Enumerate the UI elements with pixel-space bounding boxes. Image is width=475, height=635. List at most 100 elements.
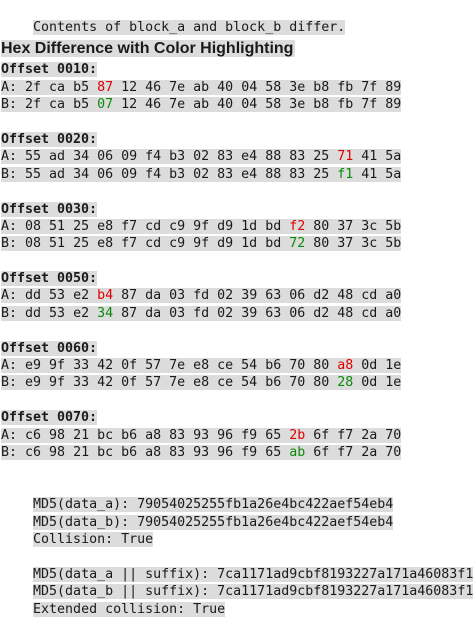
offset-line: Offset 0060: xyxy=(1,340,475,357)
md5-a-suffix-line: MD5(data_a || suffix): 7ca1171ad9cbf8193… xyxy=(1,548,475,582)
md5-a: MD5(data_a): 79054025255fb1a26e4bc422aef… xyxy=(33,497,394,513)
offset-label: Offset 0010: xyxy=(1,62,98,78)
diff-byte: ab xyxy=(289,444,306,460)
diff-byte: 2b xyxy=(289,427,306,443)
hex-bytes-before: e9 9f 33 42 0f 57 7e e8 ce 54 b6 70 80 xyxy=(25,358,338,374)
hex-bytes-before: 55 ad 34 06 09 f4 b3 02 83 e4 88 83 25 xyxy=(25,166,338,182)
row-b-content: B: 08 51 25 e8 f7 cd c9 9f d9 1d bd 72 8… xyxy=(1,236,402,252)
hex-bytes-before: dd 53 e2 xyxy=(25,288,98,304)
collision-result: Collision: True xyxy=(33,531,154,547)
offset-line: Offset 0030: xyxy=(1,201,475,218)
hex-bytes-after: 80 37 3c 5b xyxy=(305,236,402,252)
row-a-content: A: c6 98 21 bc b6 a8 83 93 96 f9 65 2b 6… xyxy=(1,427,402,443)
hex-bytes-before: e9 9f 33 42 0f 57 7e e8 ce 54 b6 70 80 xyxy=(25,375,338,391)
row-b: B: 55 ad 34 06 09 f4 b3 02 83 e4 88 83 2… xyxy=(1,166,475,183)
row-prefix: B: xyxy=(1,444,26,460)
diff-byte: 71 xyxy=(337,149,354,165)
row-b: B: dd 53 e2 34 87 da 03 fd 02 39 63 06 d… xyxy=(1,305,475,322)
row-b-content: B: e9 9f 33 42 0f 57 7e e8 ce 54 b6 70 8… xyxy=(1,375,402,391)
hex-bytes-before: 08 51 25 e8 f7 cd c9 9f d9 1d bd xyxy=(25,236,290,252)
hex-bytes-after: 6f f7 2a 70 xyxy=(305,444,402,460)
row-prefix: B: xyxy=(1,236,26,252)
md5-a-suffix: MD5(data_a || suffix): 7ca1171ad9cbf8193… xyxy=(33,566,474,582)
offset-label: Offset 0060: xyxy=(1,340,98,356)
row-a: A: 2f ca b5 87 12 46 7e ab 40 04 58 3e b… xyxy=(1,79,475,96)
row-b-content: B: c6 98 21 bc b6 a8 83 93 96 f9 65 ab 6… xyxy=(1,444,402,460)
row-b: B: e9 9f 33 42 0f 57 7e e8 ce 54 b6 70 8… xyxy=(1,374,475,391)
row-a-content: A: 08 51 25 e8 f7 cd c9 9f d9 1d bd f2 8… xyxy=(1,218,402,234)
hex-bytes-before: 2f ca b5 xyxy=(25,97,98,113)
status-line: Contents of block_a and block_b differ. xyxy=(1,2,475,36)
row-prefix: A: xyxy=(1,358,26,374)
row-prefix: A: xyxy=(1,149,26,165)
diff-byte: 34 xyxy=(97,305,114,321)
hex-bytes-after: 0d 1e xyxy=(353,358,402,374)
hex-block: Offset 0010: A: 2f ca b5 87 12 46 7e ab 4… xyxy=(1,61,475,113)
row-a: A: 55 ad 34 06 09 f4 b3 02 83 e4 88 83 2… xyxy=(1,148,475,165)
row-b: B: 2f ca b5 07 12 46 7e ab 40 04 58 3e b… xyxy=(1,96,475,113)
row-a-content: A: 2f ca b5 87 12 46 7e ab 40 04 58 3e b… xyxy=(1,79,402,95)
hex-block: Offset 0020: A: 55 ad 34 06 09 f4 b3 02 8… xyxy=(1,131,475,183)
row-prefix: B: xyxy=(1,97,26,113)
row-prefix: A: xyxy=(1,288,26,304)
row-a: A: 08 51 25 e8 f7 cd c9 9f d9 1d bd f2 8… xyxy=(1,218,475,235)
md5-b-suffix: MD5(data_b || suffix): 7ca1171ad9cbf8193… xyxy=(33,584,474,600)
status-message: Contents of block_a and block_b differ. xyxy=(33,20,346,36)
row-a: A: c6 98 21 bc b6 a8 83 93 96 f9 65 2b 6… xyxy=(1,427,475,444)
hex-block: Offset 0070: A: c6 98 21 bc b6 a8 83 93 9… xyxy=(1,409,475,461)
md5-b-suffix-line: MD5(data_b || suffix): 7ca1171ad9cbf8193… xyxy=(1,566,475,600)
hex-bytes-before: c6 98 21 bc b6 a8 83 93 96 f9 65 xyxy=(25,427,290,443)
row-a: A: dd 53 e2 b4 87 da 03 fd 02 39 63 06 d… xyxy=(1,287,475,304)
hex-bytes-after: 87 da 03 fd 02 39 63 06 d2 48 cd a0 xyxy=(113,288,402,304)
hex-bytes-after: 6f f7 2a 70 xyxy=(305,427,402,443)
diff-byte: 87 xyxy=(97,79,114,95)
hex-bytes-before: 55 ad 34 06 09 f4 b3 02 83 e4 88 83 25 xyxy=(25,149,338,165)
md5-b-line: MD5(data_b): 79054025255fb1a26e4bc422aef… xyxy=(1,496,475,530)
offset-label: Offset 0070: xyxy=(1,410,98,426)
hex-bytes-before: c6 98 21 bc b6 a8 83 93 96 f9 65 xyxy=(25,444,290,460)
md5-b: MD5(data_b): 79054025255fb1a26e4bc422aef… xyxy=(33,514,394,530)
hex-block: Offset 0050: A: dd 53 e2 b4 87 da 03 fd 0… xyxy=(1,270,475,322)
hex-block: Offset 0060: A: e9 9f 33 42 0f 57 7e e8 c… xyxy=(1,340,475,392)
row-prefix: B: xyxy=(1,305,26,321)
offset-line: Offset 0050: xyxy=(1,270,475,287)
hex-bytes-before: 2f ca b5 xyxy=(25,79,98,95)
diff-byte: f2 xyxy=(289,218,306,234)
hex-bytes-before: 08 51 25 e8 f7 cd c9 9f d9 1d bd xyxy=(25,218,290,234)
row-b-content: B: 2f ca b5 07 12 46 7e ab 40 04 58 3e b… xyxy=(1,97,402,113)
offset-line: Offset 0020: xyxy=(1,131,475,148)
hex-block: Offset 0030: A: 08 51 25 e8 f7 cd c9 9f d… xyxy=(1,201,475,253)
row-a-content: A: dd 53 e2 b4 87 da 03 fd 02 39 63 06 d… xyxy=(1,288,402,304)
row-a: A: e9 9f 33 42 0f 57 7e e8 ce 54 b6 70 8… xyxy=(1,357,475,374)
row-b-content: B: dd 53 e2 34 87 da 03 fd 02 39 63 06 d… xyxy=(1,305,402,321)
diff-byte: 28 xyxy=(337,375,354,391)
row-a-content: A: e9 9f 33 42 0f 57 7e e8 ce 54 b6 70 8… xyxy=(1,358,402,374)
hex-bytes-after: 41 5a xyxy=(353,166,402,182)
diff-byte: 07 xyxy=(97,97,114,113)
offset-label: Offset 0020: xyxy=(1,131,98,147)
offset-line: Offset 0070: xyxy=(1,409,475,426)
row-b: B: 08 51 25 e8 f7 cd c9 9f d9 1d bd 72 8… xyxy=(1,235,475,252)
diff-byte: f1 xyxy=(337,166,354,182)
extended-collision-result: Extended collision: True xyxy=(33,601,226,617)
offset-label: Offset 0030: xyxy=(1,201,98,217)
hex-bytes-after: 87 da 03 fd 02 39 63 06 d2 48 cd a0 xyxy=(113,305,402,321)
hex-diff-blocks: Offset 0010: A: 2f ca b5 87 12 46 7e ab 4… xyxy=(1,61,475,461)
row-prefix: A: xyxy=(1,79,26,95)
hex-bytes-after: 12 46 7e ab 40 04 58 3e b8 fb 7f 89 xyxy=(113,97,402,113)
hex-bytes-after: 12 46 7e ab 40 04 58 3e b8 fb 7f 89 xyxy=(113,79,402,95)
hex-bytes-after: 41 5a xyxy=(353,149,402,165)
diff-byte: b4 xyxy=(97,288,114,304)
md5-a-line: MD5(data_a): 79054025255fb1a26e4bc422aef… xyxy=(1,479,475,513)
diff-byte: 72 xyxy=(289,236,306,252)
row-prefix: A: xyxy=(1,218,26,234)
row-prefix: B: xyxy=(1,166,26,182)
row-b-content: B: 55 ad 34 06 09 f4 b3 02 83 e4 88 83 2… xyxy=(1,166,402,182)
row-prefix: A: xyxy=(1,427,26,443)
offset-line: Offset 0010: xyxy=(1,61,475,78)
section-title: Hex Difference with Color Highlighting xyxy=(1,40,296,58)
offset-label: Offset 0050: xyxy=(1,271,98,287)
collision-line: Collision: True xyxy=(1,514,475,547)
hex-bytes-after: 80 37 3c 5b xyxy=(305,218,402,234)
hex-bytes-after: 0d 1e xyxy=(353,375,402,391)
